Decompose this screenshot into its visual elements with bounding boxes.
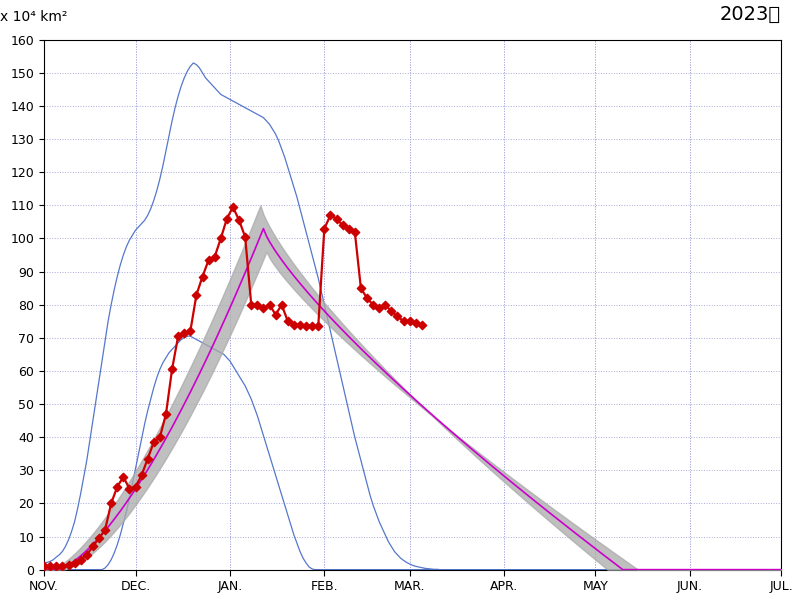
Point [342, 224, 355, 233]
Point [44, 562, 57, 571]
Point [330, 214, 343, 223]
Point [62, 560, 75, 569]
Point [251, 300, 264, 310]
Point [354, 283, 367, 293]
Point [135, 470, 148, 480]
Point [184, 326, 197, 336]
Point [105, 499, 118, 508]
Point [93, 533, 106, 543]
Point [172, 331, 185, 341]
Point [214, 233, 227, 243]
Point [178, 328, 190, 338]
Text: 2023年: 2023年 [720, 5, 781, 24]
Point [50, 562, 62, 571]
Point [263, 300, 276, 310]
Point [74, 555, 87, 565]
Point [287, 320, 300, 329]
Point [68, 558, 81, 568]
Point [348, 227, 361, 236]
Point [98, 525, 111, 535]
Point [226, 202, 239, 212]
Point [190, 290, 203, 299]
Point [117, 472, 130, 482]
Text: x 10⁴ km²: x 10⁴ km² [0, 10, 67, 24]
Point [294, 320, 306, 329]
Point [147, 437, 160, 447]
Point [366, 300, 379, 310]
Point [257, 303, 270, 313]
Point [111, 482, 124, 491]
Point [142, 454, 154, 464]
Point [385, 307, 398, 316]
Point [221, 214, 234, 223]
Point [123, 484, 136, 493]
Point [403, 316, 416, 326]
Point [361, 293, 374, 303]
Point [324, 211, 337, 220]
Point [129, 482, 142, 491]
Point [86, 542, 99, 551]
Point [208, 252, 221, 262]
Point [312, 322, 325, 331]
Point [154, 433, 166, 442]
Point [397, 316, 410, 326]
Point [245, 300, 258, 310]
Point [410, 318, 422, 328]
Point [80, 550, 93, 560]
Point [300, 322, 313, 331]
Point [391, 311, 404, 321]
Point [275, 300, 288, 310]
Point [270, 310, 282, 319]
Point [336, 220, 349, 230]
Point [238, 232, 251, 242]
Point [38, 562, 50, 571]
Point [282, 316, 294, 326]
Point [373, 303, 386, 313]
Point [379, 300, 392, 310]
Point [196, 272, 209, 281]
Point [166, 364, 178, 374]
Point [233, 215, 246, 225]
Point [306, 322, 318, 331]
Point [415, 320, 428, 329]
Point [56, 562, 69, 571]
Point [202, 255, 215, 265]
Point [159, 409, 172, 419]
Point [318, 224, 330, 233]
